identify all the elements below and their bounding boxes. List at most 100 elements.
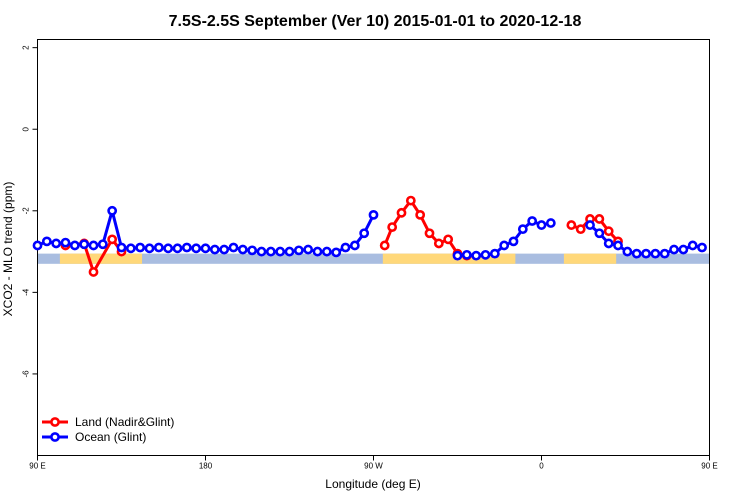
series-point-1 — [200, 243, 211, 254]
series-point-1 — [181, 242, 192, 253]
ocean-band — [37, 253, 710, 264]
legend-marker-1 — [50, 432, 60, 442]
series-point-1 — [135, 242, 146, 253]
series-point-1 — [312, 246, 323, 257]
series-point-1 — [508, 236, 519, 247]
legend: Land (Nadir&Glint)Ocean (Glint) — [42, 415, 174, 444]
chart-title: 7.5S-2.5S September (Ver 10) 2015-01-01 … — [169, 13, 582, 30]
series-point-0 — [88, 267, 99, 277]
series-point-1 — [471, 250, 482, 261]
series-point-1 — [678, 244, 689, 255]
y-axis-label: XCO2 - MLO trend (ppm) — [1, 182, 15, 317]
y-tick-label: 0 — [22, 126, 31, 131]
series-point-0 — [443, 234, 454, 245]
x-tick-label: 90 E — [29, 462, 45, 471]
series-point-1 — [321, 246, 332, 257]
x-tick-label: 0 — [539, 462, 544, 471]
series-point-1 — [641, 248, 651, 259]
series-point-0 — [387, 222, 398, 233]
series-point-0 — [424, 228, 435, 239]
x-axis: 90 E 180 90 W 0 90 E — [29, 455, 718, 471]
series-point-1 — [697, 242, 707, 253]
series-point-1 — [594, 228, 605, 239]
series-point-1 — [622, 246, 633, 257]
series-point-1 — [32, 240, 43, 251]
series-point-1 — [659, 248, 670, 259]
series-point-1 — [265, 246, 276, 257]
series-point-1 — [349, 240, 360, 251]
series-point-1 — [368, 209, 379, 220]
series-point-1 — [480, 249, 491, 260]
series-point-0 — [603, 226, 614, 237]
series-point-0 — [396, 207, 407, 218]
series-point-1 — [687, 240, 698, 251]
series-point-1 — [585, 220, 595, 230]
series-point-1 — [331, 247, 342, 258]
land-band-1 — [382, 253, 516, 264]
x-tick-label: 90 E — [701, 462, 717, 471]
series-point-1 — [144, 243, 155, 254]
series-point-1 — [107, 205, 118, 216]
series-point-1 — [293, 245, 304, 256]
series-point-1 — [489, 248, 500, 259]
series-point-1 — [499, 240, 510, 251]
y-axis: 2 0 -2 -4 -6 — [22, 45, 38, 378]
series-point-1 — [545, 218, 556, 228]
legend-marker-0 — [50, 417, 60, 427]
series-point-1 — [256, 246, 267, 257]
series-point-1 — [517, 224, 528, 235]
series-point-0 — [594, 214, 605, 224]
series-point-1 — [461, 249, 472, 260]
series-point-1 — [340, 242, 351, 253]
series-point-1 — [452, 250, 463, 261]
series-point-0 — [433, 238, 444, 249]
land-ocean-mask — [37, 253, 710, 264]
series-point-1 — [275, 246, 286, 257]
series-point-1 — [79, 239, 90, 250]
series-point-1 — [97, 239, 108, 250]
series-point-1 — [69, 240, 80, 251]
series-point-0 — [566, 220, 577, 230]
series-point-1 — [209, 244, 220, 255]
series-point-1 — [125, 243, 136, 254]
x-tick-label: 180 — [199, 462, 213, 471]
series-point-1 — [284, 246, 295, 257]
series-point-1 — [603, 238, 614, 249]
series-point-1 — [536, 220, 547, 230]
series-point-0 — [405, 195, 416, 206]
series-point-1 — [88, 240, 99, 251]
series-point-1 — [191, 243, 202, 254]
x-tick-label: 90 W — [364, 462, 383, 471]
y-tick-label: -6 — [22, 370, 31, 378]
series-point-0 — [379, 240, 390, 251]
series-point-1 — [60, 237, 71, 248]
series-point-1 — [41, 236, 52, 247]
series-point-1 — [303, 244, 314, 255]
series-point-0 — [415, 209, 426, 220]
series-point-0 — [575, 224, 586, 235]
series-point-1 — [116, 242, 127, 253]
series-point-1 — [172, 243, 183, 254]
x-axis-label: Longitude (deg E) — [325, 477, 420, 491]
series-point-1 — [631, 248, 642, 259]
y-tick-label: -2 — [22, 207, 31, 215]
series-point-1 — [153, 242, 164, 253]
legend-label-0: Land (Nadir&Glint) — [75, 415, 174, 429]
y-tick-label: 2 — [22, 45, 31, 50]
series-point-1 — [669, 244, 679, 255]
series-point-1 — [228, 242, 239, 253]
series-point-1 — [163, 243, 174, 254]
y-tick-label: -4 — [22, 288, 31, 296]
legend-label-1: Ocean (Glint) — [75, 430, 146, 444]
land-band-2 — [563, 253, 617, 264]
series-point-1 — [51, 238, 62, 249]
series-point-1 — [650, 248, 661, 259]
series-point-1 — [527, 216, 538, 226]
series-point-1 — [219, 244, 230, 255]
series-point-1 — [237, 244, 248, 255]
series-point-1 — [247, 245, 258, 256]
series-layer — [32, 195, 707, 277]
series-point-1 — [359, 228, 370, 239]
series-point-0 — [107, 234, 118, 245]
